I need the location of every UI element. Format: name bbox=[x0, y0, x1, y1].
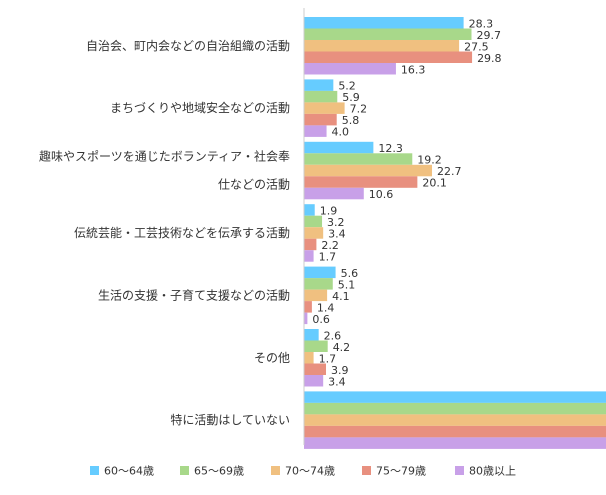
data-label: 1.7 bbox=[319, 352, 337, 365]
legend-label: 70〜74歳 bbox=[285, 465, 335, 478]
category-label: 生活の支援・子育て支援などの活動 bbox=[98, 287, 290, 302]
legend-swatch bbox=[455, 466, 464, 475]
category-label: まちづくりや地域安全などの活動 bbox=[110, 100, 290, 115]
data-label: 29.7 bbox=[477, 29, 502, 42]
category-label: 趣味やスポーツを通じたボランティア・社会奉 bbox=[39, 149, 290, 164]
category-label: 仕などの活動 bbox=[218, 178, 290, 192]
data-label: 19.2 bbox=[417, 154, 442, 167]
bar bbox=[304, 238, 317, 251]
bar bbox=[304, 176, 418, 188]
data-label: 10.6 bbox=[369, 188, 394, 201]
value-labels: 28.329.727.529.8 16.3 5.25.97.25.84.0 12.3 1… bbox=[312, 17, 502, 388]
data-label: 3.4 bbox=[328, 375, 346, 388]
data-label: 12.3 bbox=[378, 142, 403, 155]
bar bbox=[304, 28, 472, 40]
bar bbox=[304, 340, 328, 352]
data-label: 5.9 bbox=[342, 91, 360, 104]
bar bbox=[304, 113, 337, 126]
bar bbox=[304, 301, 312, 313]
bar bbox=[304, 352, 314, 364]
data-label: 2.2 bbox=[321, 239, 339, 252]
bar bbox=[304, 250, 314, 262]
bar bbox=[304, 437, 606, 449]
legend-label: 65〜69歳 bbox=[194, 465, 244, 478]
data-label: 5.2 bbox=[338, 80, 356, 93]
data-label: 0.6 bbox=[312, 313, 330, 326]
data-label: 4.0 bbox=[332, 126, 350, 139]
data-label: 4.1 bbox=[332, 290, 350, 303]
data-label: 28.3 bbox=[469, 17, 494, 30]
bar bbox=[304, 90, 338, 103]
category-label: 特に活動はしていない bbox=[170, 412, 290, 427]
data-label: 5.8 bbox=[342, 114, 360, 127]
legend-label: 60〜64歳 bbox=[104, 465, 154, 478]
category-label: その他 bbox=[254, 351, 290, 365]
data-label: 1.4 bbox=[317, 301, 335, 314]
bar bbox=[304, 17, 464, 29]
bar bbox=[304, 266, 336, 279]
data-label: 5.6 bbox=[341, 267, 359, 280]
data-label: 1.9 bbox=[320, 204, 338, 217]
legend-swatch bbox=[271, 466, 280, 475]
bar bbox=[304, 51, 473, 63]
bar bbox=[304, 289, 328, 302]
bar bbox=[304, 425, 606, 438]
data-label: 20.1 bbox=[422, 177, 447, 190]
bar bbox=[304, 204, 315, 216]
data-label: 1.7 bbox=[319, 250, 337, 263]
bar bbox=[304, 141, 374, 154]
bar bbox=[304, 312, 308, 325]
bar bbox=[304, 402, 606, 415]
bar bbox=[304, 125, 327, 137]
bar bbox=[304, 414, 606, 426]
data-label: 22.7 bbox=[437, 165, 462, 178]
data-label: 3.2 bbox=[327, 216, 345, 229]
category-labels: 自治会、町内会などの自治組織の活動まちづくりや地域安全などの活動趣味やスポーツを… bbox=[39, 39, 290, 427]
bar bbox=[304, 278, 333, 290]
data-label: 16.3 bbox=[401, 63, 426, 76]
data-label: 3.4 bbox=[328, 227, 346, 240]
bar bbox=[304, 40, 460, 52]
bar bbox=[304, 153, 413, 165]
bar bbox=[304, 102, 345, 114]
category-label: 自治会、町内会などの自治組織の活動 bbox=[86, 39, 290, 53]
data-label: 5.1 bbox=[338, 278, 356, 291]
data-label: 3.9 bbox=[331, 364, 349, 377]
legend-swatch bbox=[362, 466, 371, 475]
bar bbox=[304, 63, 396, 75]
bar bbox=[304, 363, 326, 375]
legend-swatch bbox=[180, 466, 189, 475]
bar bbox=[304, 79, 334, 91]
bar bbox=[304, 164, 433, 177]
bar bbox=[304, 375, 324, 387]
legend: 60〜64歳 65〜69歳 70〜74歳 75〜79歳 80歳以上 bbox=[90, 465, 516, 478]
data-label: 27.5 bbox=[464, 40, 489, 53]
data-label: 7.2 bbox=[350, 103, 368, 116]
data-label: 2.6 bbox=[324, 329, 342, 342]
bar bbox=[304, 215, 323, 228]
bar bbox=[304, 227, 324, 239]
legend-label: 75〜79歳 bbox=[376, 465, 426, 478]
legend-label: 80歳以上 bbox=[469, 465, 516, 478]
bar bbox=[304, 329, 319, 341]
bar bbox=[304, 187, 364, 200]
data-label: 4.2 bbox=[333, 341, 351, 354]
data-label: 29.8 bbox=[477, 52, 502, 65]
category-label: 伝統芸能・工芸技術などを伝承する活動 bbox=[74, 226, 290, 240]
bar bbox=[304, 391, 606, 403]
bars bbox=[304, 17, 606, 449]
legend-swatch bbox=[90, 466, 99, 475]
